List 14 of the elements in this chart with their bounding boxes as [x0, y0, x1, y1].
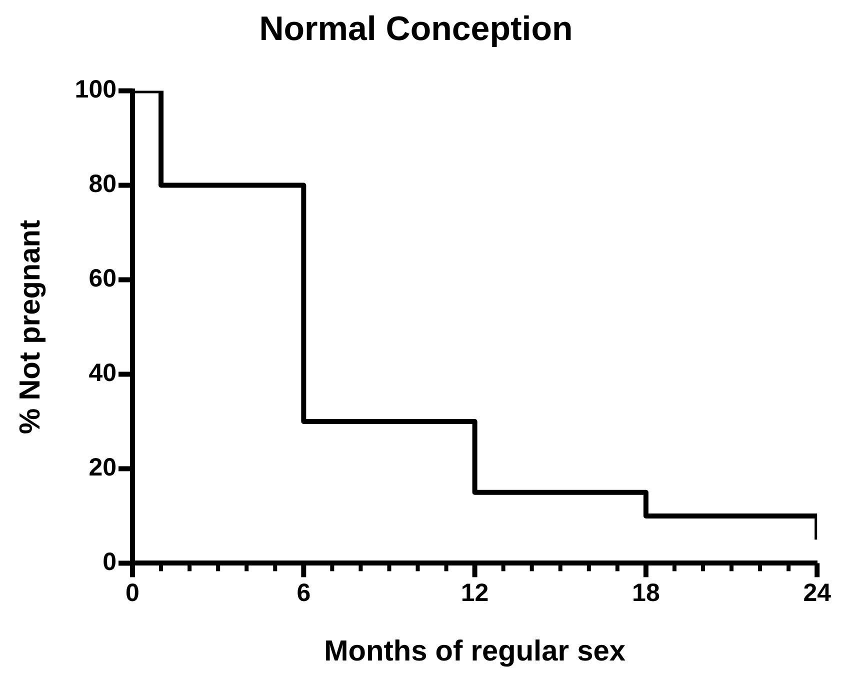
x-tick-label: 6	[296, 579, 311, 608]
x-tick-label: 0	[126, 579, 140, 608]
y-tick-label: 60	[88, 264, 117, 293]
chart-title: Normal Conception	[259, 10, 573, 48]
y-tick-label: 100	[74, 76, 117, 104]
x-tick-label: 24	[803, 579, 832, 608]
y-tick-label: 20	[88, 454, 117, 482]
x-tick-label: 12	[460, 579, 489, 608]
y-tick-label: 0	[102, 548, 117, 576]
y-tick-label: 80	[88, 170, 117, 198]
y-axis-title: % Not pregnant	[14, 220, 46, 434]
x-axis-title: Months of regular sex	[324, 636, 626, 668]
y-tick-label: 40	[88, 359, 117, 388]
x-tick-label: 18	[632, 579, 660, 608]
